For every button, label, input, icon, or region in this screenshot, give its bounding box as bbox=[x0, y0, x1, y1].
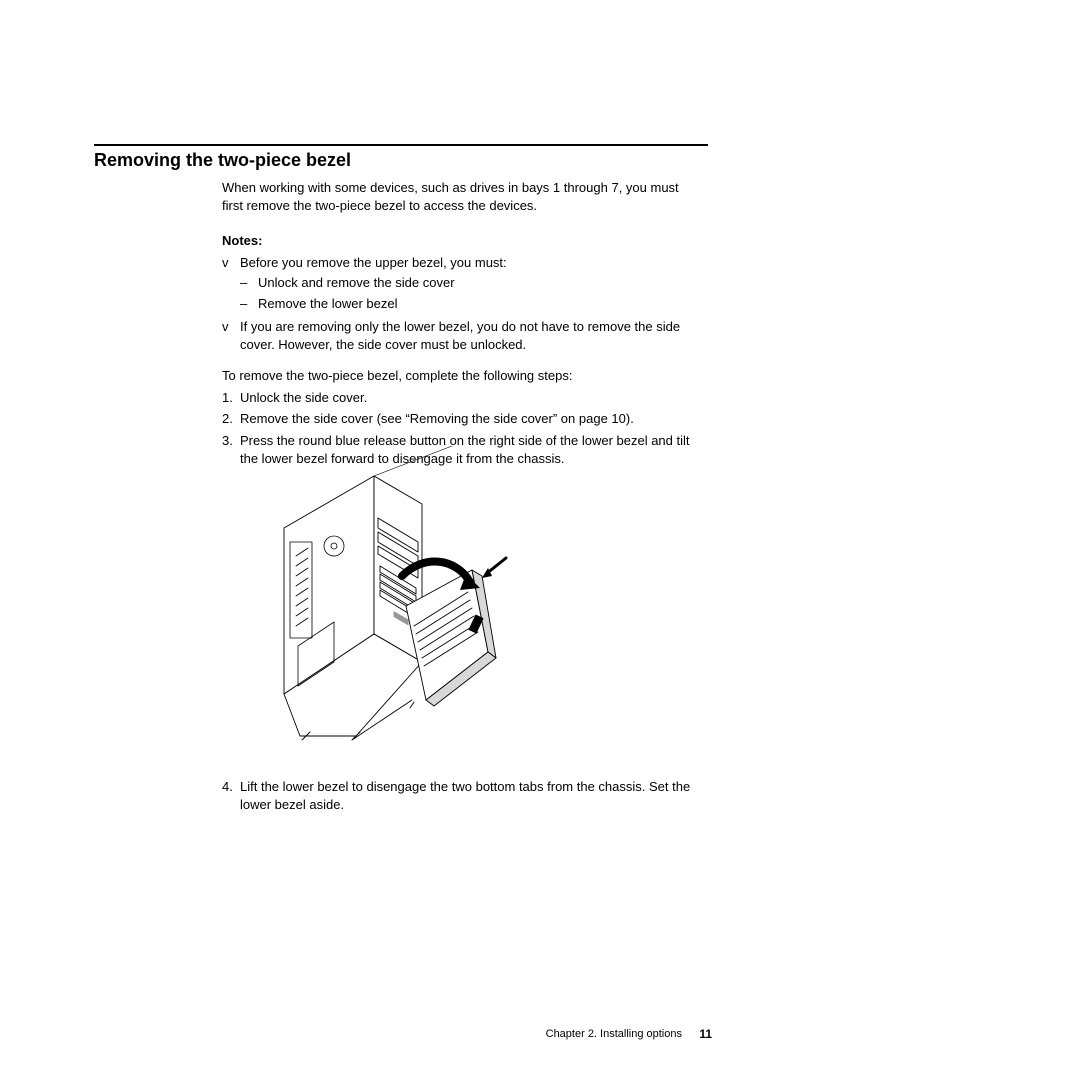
footer-page-number: 11 bbox=[699, 1027, 712, 1041]
step-2-number: 2. bbox=[222, 410, 233, 428]
intro-line-1: When working with some devices, such as … bbox=[222, 179, 712, 197]
step-4-line-1: Lift the lower bezel to disengage the tw… bbox=[240, 779, 690, 794]
body-column: When working with some devices, such as … bbox=[222, 179, 712, 471]
step-1: 1. Unlock the side cover. bbox=[222, 389, 712, 407]
note-item-1: Before you remove the upper bezel, you m… bbox=[222, 254, 712, 313]
illustration-svg bbox=[256, 446, 522, 760]
step-4: 4. Lift the lower bezel to disengage the… bbox=[222, 778, 712, 813]
note-1-lead: Before you remove the upper bezel, you m… bbox=[240, 255, 507, 270]
step-2: 2. Remove the side cover (see “Removing … bbox=[222, 410, 712, 428]
note-1-sublist: Unlock and remove the side cover Remove … bbox=[240, 274, 712, 312]
intro-line-2: first remove the two-piece bezel to acce… bbox=[222, 197, 712, 215]
procedure-intro: To remove the two-piece bezel, complete … bbox=[222, 367, 712, 385]
notes-list: Before you remove the upper bezel, you m… bbox=[222, 254, 712, 354]
note-1-sub-2: Remove the lower bezel bbox=[240, 295, 712, 313]
section-heading: Removing the two-piece bezel bbox=[94, 150, 351, 171]
footer-chapter: Chapter 2. Installing options bbox=[546, 1028, 682, 1040]
top-rule bbox=[94, 144, 708, 146]
note-2-line-1: If you are removing only the lower bezel… bbox=[240, 319, 680, 334]
note-1-sub-1: Unlock and remove the side cover bbox=[240, 274, 712, 292]
step-4-line-2: lower bezel aside. bbox=[240, 797, 344, 812]
step-4-list: 4. Lift the lower bezel to disengage the… bbox=[222, 778, 712, 813]
notes-label: Notes: bbox=[222, 232, 712, 250]
step-1-text: Unlock the side cover. bbox=[240, 390, 367, 405]
step-1-number: 1. bbox=[222, 389, 233, 407]
chassis-bezel-illustration bbox=[256, 446, 522, 760]
step-4-block: 4. Lift the lower bezel to disengage the… bbox=[222, 778, 712, 817]
step-3-number: 3. bbox=[222, 432, 233, 450]
note-item-2: If you are removing only the lower bezel… bbox=[222, 318, 712, 353]
note-2-line-2: cover. However, the side cover must be u… bbox=[240, 337, 526, 352]
step-2-text: Remove the side cover (see “Removing the… bbox=[240, 411, 634, 426]
step-4-number: 4. bbox=[222, 778, 233, 796]
document-page: Removing the two-piece bezel When workin… bbox=[0, 0, 1080, 1080]
